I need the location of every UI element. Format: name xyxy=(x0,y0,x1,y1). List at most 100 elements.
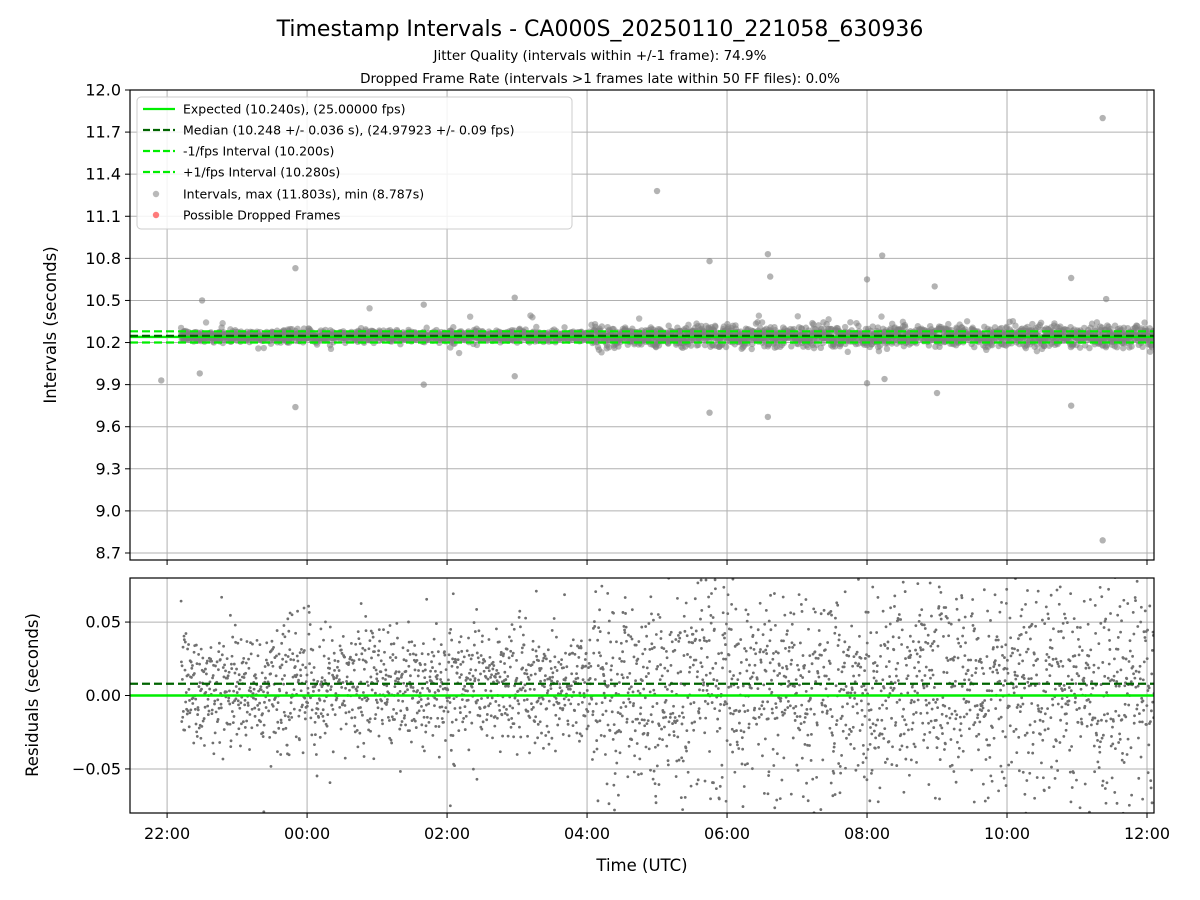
interval-point xyxy=(598,323,606,330)
residual-point xyxy=(447,653,451,657)
residual-point xyxy=(461,660,465,664)
residual-point xyxy=(627,744,631,748)
residual-point xyxy=(586,710,590,713)
residual-point xyxy=(421,745,425,749)
residual-point xyxy=(329,685,333,689)
interval-outlier-point xyxy=(933,389,941,397)
residual-point xyxy=(423,749,426,753)
residual-point xyxy=(409,674,412,678)
residual-point xyxy=(459,662,463,666)
residual-point xyxy=(526,709,530,713)
residual-point xyxy=(286,617,290,621)
residual-point xyxy=(229,745,233,749)
residual-point xyxy=(367,720,371,724)
residual-point xyxy=(620,673,624,677)
interval-outlier-point xyxy=(511,373,518,380)
residual-point xyxy=(635,742,639,745)
residual-point xyxy=(416,689,419,692)
residual-point xyxy=(463,705,467,709)
residual-point xyxy=(333,713,337,717)
residual-point xyxy=(515,676,519,680)
residual-point xyxy=(288,718,291,722)
residual-point xyxy=(433,696,437,700)
residual-point xyxy=(714,684,718,688)
residual-point xyxy=(523,689,527,693)
residual-point xyxy=(358,731,362,735)
residual-point xyxy=(607,619,611,623)
residual-point xyxy=(729,628,733,631)
residual-point xyxy=(267,684,271,688)
residual-point xyxy=(626,691,630,695)
residual-point xyxy=(630,608,634,612)
residual-point xyxy=(360,652,364,656)
residual-point xyxy=(649,768,652,772)
residual-point xyxy=(321,714,325,718)
residual-point xyxy=(488,655,492,659)
residual-point xyxy=(403,714,407,718)
residual-point xyxy=(781,666,784,670)
residual-point xyxy=(595,720,599,724)
residual-point xyxy=(741,747,745,751)
residual-point xyxy=(552,617,556,620)
residual-point xyxy=(681,705,685,709)
residual-point xyxy=(395,621,399,625)
residual-point xyxy=(734,607,738,611)
residual-point xyxy=(288,611,292,615)
residual-point xyxy=(505,647,509,651)
residual-point xyxy=(702,639,706,642)
residual-point xyxy=(332,677,336,681)
residual-point xyxy=(437,689,441,693)
residual-point xyxy=(231,635,235,639)
residual-point xyxy=(435,622,438,625)
residual-point xyxy=(580,734,584,738)
residual-point xyxy=(698,638,702,642)
residual-point xyxy=(228,689,231,693)
residual-point xyxy=(705,655,709,659)
residual-point xyxy=(489,675,492,679)
residual-point xyxy=(528,751,531,755)
residual-point xyxy=(547,730,551,734)
residual-point xyxy=(607,631,611,635)
residual-point xyxy=(558,706,562,710)
residual-point xyxy=(603,679,607,683)
residual-point xyxy=(644,675,648,678)
residual-point xyxy=(624,705,628,708)
residual-point xyxy=(335,696,339,700)
residual-point xyxy=(274,674,278,678)
residual-point xyxy=(656,743,660,747)
residual-point xyxy=(248,748,251,751)
residual-point xyxy=(393,718,396,721)
residual-point xyxy=(393,685,397,689)
residual-point xyxy=(226,674,230,678)
residual-point xyxy=(778,671,782,675)
residual-point xyxy=(510,717,514,720)
residual-point xyxy=(521,633,525,637)
residual-point xyxy=(485,713,489,716)
residual-point xyxy=(179,599,183,603)
residual-point xyxy=(440,717,444,720)
residual-point xyxy=(356,685,359,689)
residual-point xyxy=(583,658,587,661)
residual-point xyxy=(327,671,331,675)
residual-point xyxy=(477,629,481,633)
residual-point xyxy=(237,727,241,731)
residual-point xyxy=(623,628,626,632)
residual-point xyxy=(609,640,613,644)
intervals-y-tick-label: 11.4 xyxy=(85,165,121,184)
residual-point xyxy=(443,653,447,657)
residual-point xyxy=(203,744,206,747)
residual-point xyxy=(451,657,455,661)
residual-point xyxy=(184,700,188,704)
residual-point xyxy=(408,652,412,656)
residual-point xyxy=(283,635,287,639)
residual-point xyxy=(278,689,282,693)
residual-point xyxy=(681,759,685,763)
residual-point xyxy=(549,687,553,691)
residual-point xyxy=(718,709,722,713)
residual-point xyxy=(770,678,773,682)
interval-point xyxy=(712,323,719,330)
residual-point xyxy=(663,666,667,670)
interval-point xyxy=(1113,344,1121,351)
residual-point xyxy=(503,670,507,674)
residual-point xyxy=(314,753,318,756)
